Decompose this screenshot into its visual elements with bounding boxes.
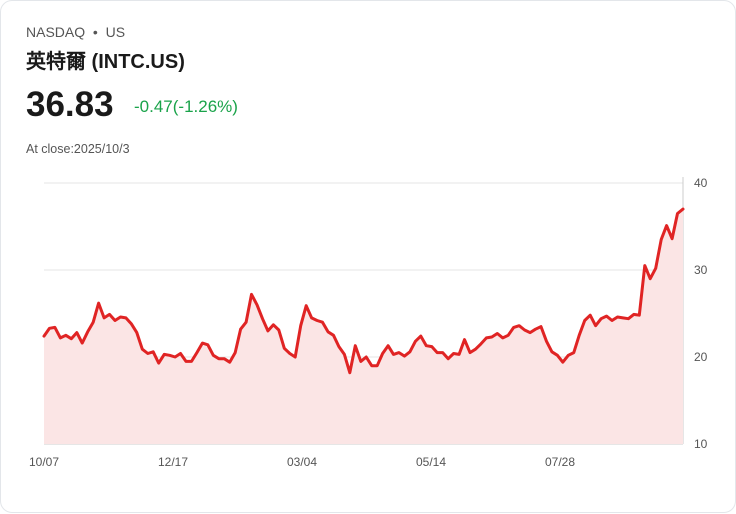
y-tick-label: 40: [694, 176, 708, 190]
exchange: NASDAQ: [26, 24, 86, 40]
x-tick-label: 03/04: [287, 455, 317, 469]
y-tick-label: 30: [694, 263, 708, 277]
stock-price: 36.83: [26, 85, 114, 124]
close-date: At close:2025/10/3: [26, 142, 130, 156]
stock-title: 英特爾 (INTC.US): [26, 51, 185, 73]
price-line: [42, 207, 685, 375]
price-change: -0.47(-1.26%): [134, 97, 238, 116]
y-tick-label: 20: [694, 350, 708, 364]
market: US: [105, 24, 126, 40]
x-tick-label: 07/28: [545, 455, 575, 469]
area-fill: [44, 209, 683, 444]
y-tick-label: 10: [694, 437, 708, 451]
exchange-line: NASDAQ • US: [26, 24, 125, 40]
x-tick-label: 05/14: [416, 455, 446, 469]
x-tick-label: 10/07: [29, 455, 59, 469]
x-tick-label: 12/17: [158, 455, 188, 469]
separator: •: [92, 24, 98, 40]
